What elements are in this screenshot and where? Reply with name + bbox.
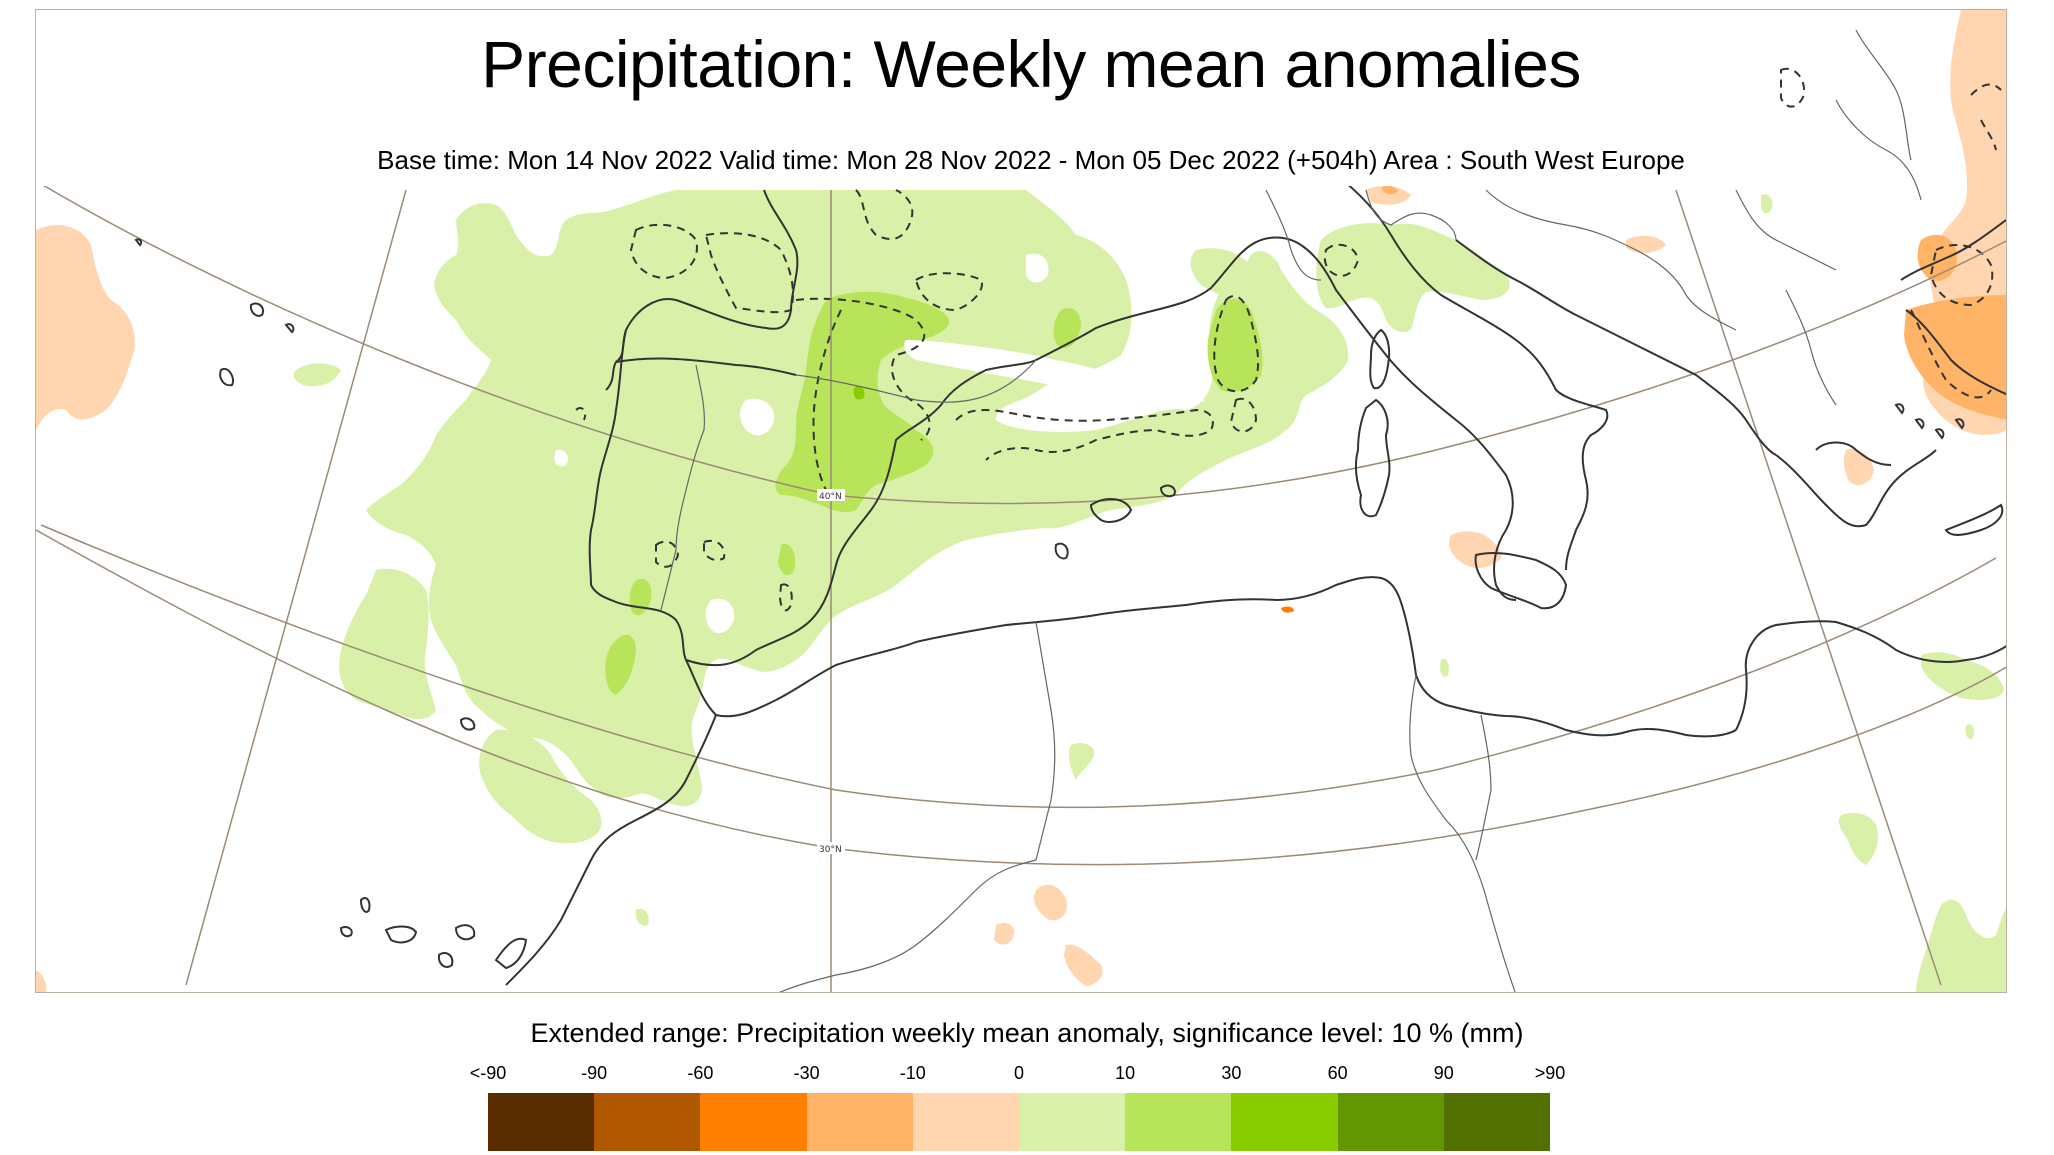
grid-labels: 40°N 30°N [817, 489, 845, 855]
legend-tick: 90 [1433, 1063, 1454, 1083]
legend-swatch [1019, 1093, 1126, 1151]
legend-tick: >90 [1534, 1063, 1566, 1083]
meridian-west [185, 189, 407, 986]
graticule [36, 180, 2006, 992]
legend-title: Extended range: Precipitation weekly mea… [530, 1018, 1524, 1048]
parallel-35n [36, 529, 2006, 866]
meridian-east [1675, 189, 1942, 986]
grid-label-30n: 30°N [819, 845, 842, 855]
legend-tick: -90 [581, 1063, 608, 1083]
parallel-40n [40, 524, 1997, 809]
legend-swatch [1337, 1093, 1444, 1151]
country-borders [660, 29, 1922, 992]
legend-tick: -10 [899, 1063, 926, 1083]
grid-label-40n: 40°N [819, 492, 842, 502]
chart-subtitle: Base time: Mon 14 Nov 2022 Valid time: M… [377, 145, 1685, 175]
legend-swatch [594, 1093, 701, 1151]
anomaly-map: 40°N 30°N [36, 10, 2006, 992]
legend-tick: <-90 [469, 1063, 507, 1083]
dry-anomaly-areas [36, 10, 2006, 992]
legend-tick: 60 [1327, 1063, 1348, 1083]
legend-tick: 30 [1221, 1063, 1242, 1083]
legend-swatch [806, 1093, 913, 1151]
legend-swatch [488, 1093, 595, 1151]
color-legend-bar [488, 1093, 1551, 1151]
legend-tick: 10 [1115, 1063, 1136, 1083]
legend-swatch [700, 1093, 807, 1151]
legend-swatch [1125, 1093, 1232, 1151]
coastlines [134, 174, 2006, 986]
legend-swatch [912, 1093, 1020, 1151]
map-panel: 40°N 30°N [35, 9, 2007, 993]
title-box: Precipitation: Weekly mean anomalies Bas… [36, 10, 1766, 186]
legend-tick-labels: <-90 -90 -60 -30 -10 0 10 30 60 90 >90 [470, 1062, 1566, 1086]
legend-swatch [1231, 1093, 1338, 1151]
legend-swatch [1443, 1093, 1551, 1151]
legend-tick: -30 [793, 1063, 820, 1083]
parallel-45n [36, 180, 2006, 505]
chart-title: Precipitation: Weekly mean anomalies [481, 27, 1581, 101]
legend-tick: -60 [687, 1063, 714, 1083]
legend-tick: 0 [1013, 1063, 1025, 1083]
wet-anomaly-areas [36, 10, 2006, 992]
